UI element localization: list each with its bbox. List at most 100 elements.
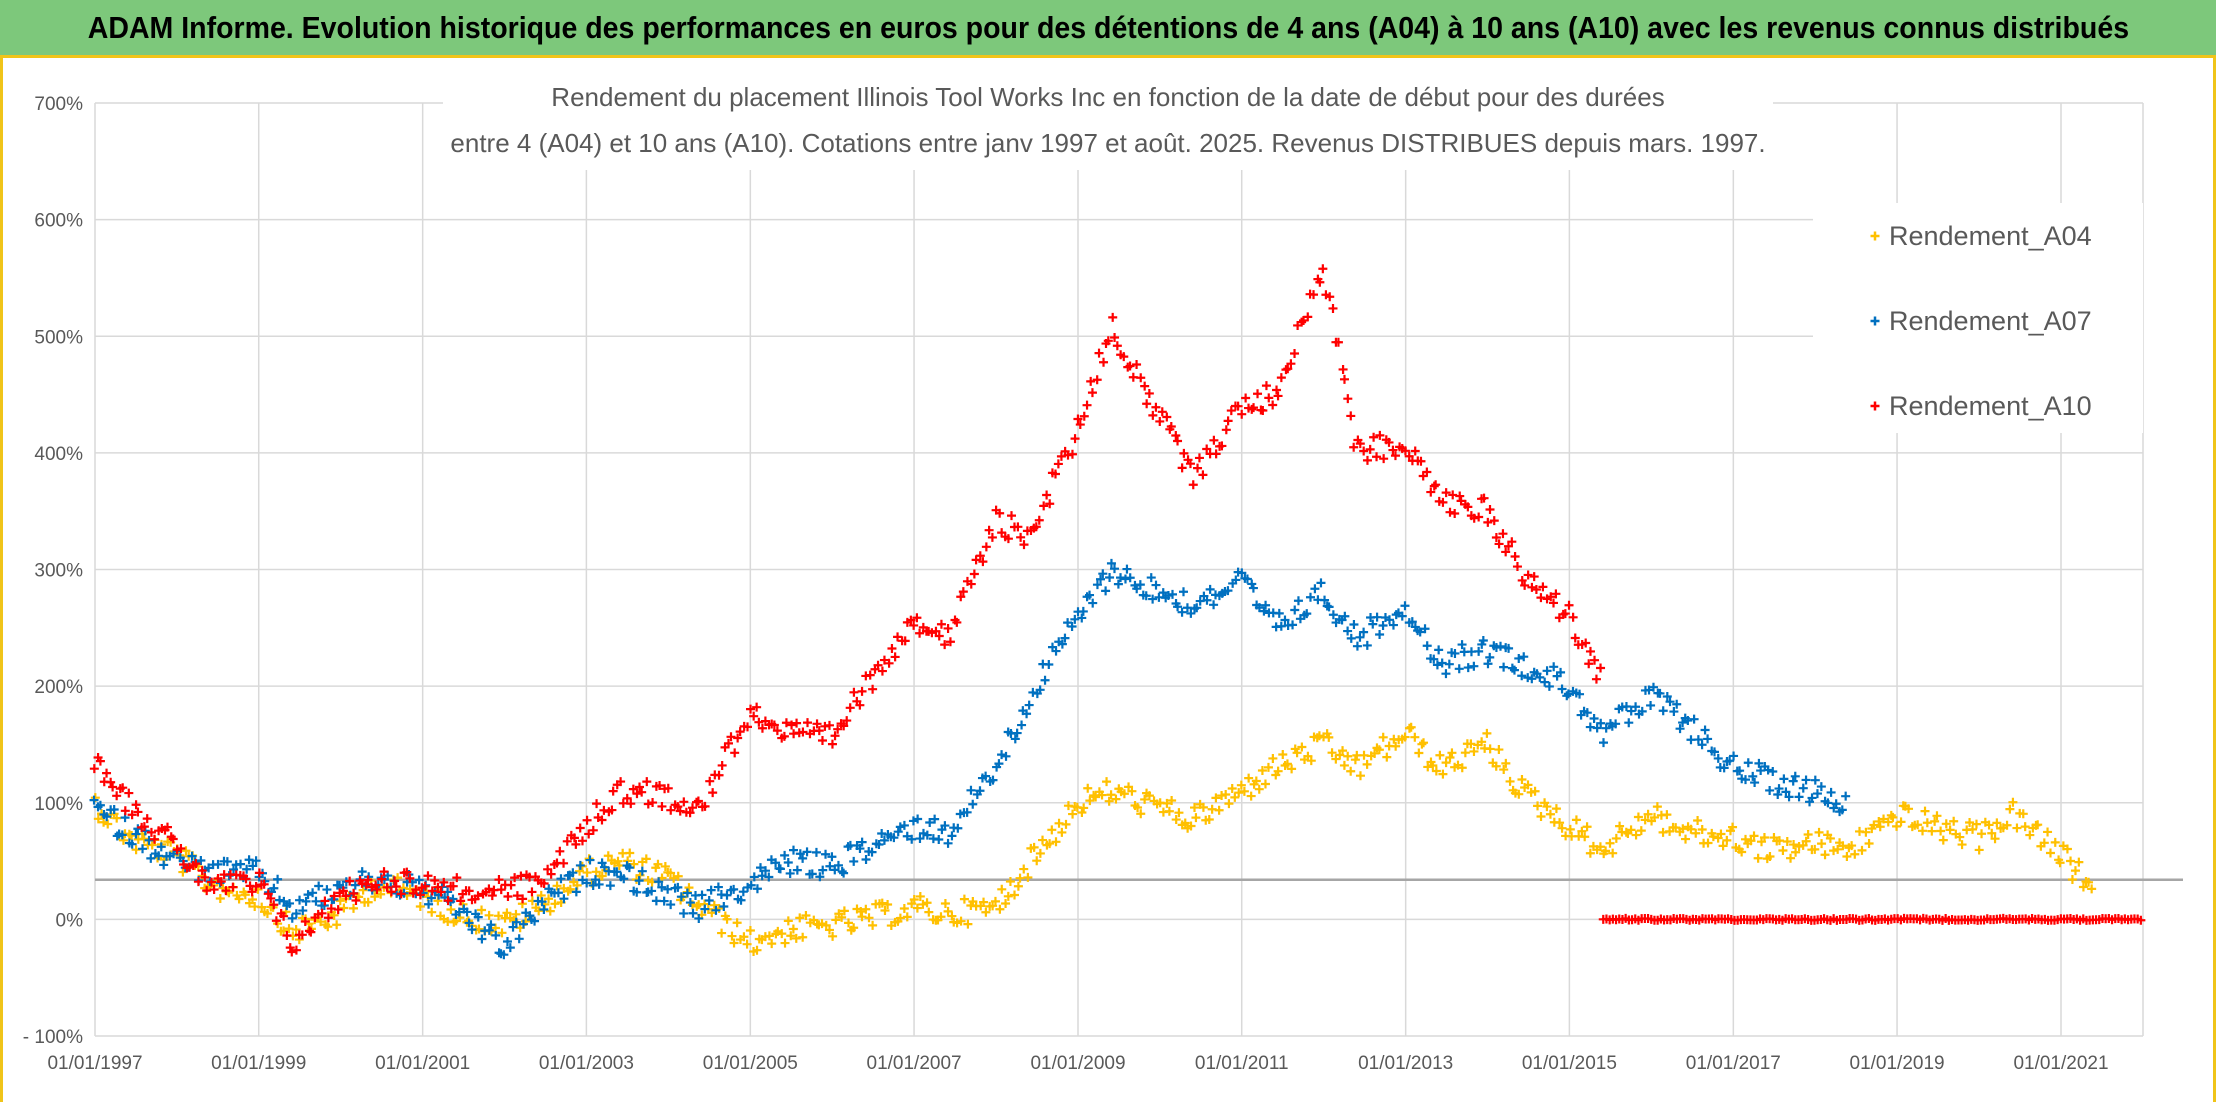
data-point xyxy=(1079,411,1089,421)
data-point xyxy=(788,924,798,934)
data-point xyxy=(694,913,704,923)
data-point xyxy=(1211,449,1221,459)
data-point xyxy=(1450,648,1460,658)
data-point xyxy=(1538,582,1548,592)
data-point xyxy=(1545,809,1555,819)
data-point xyxy=(887,643,897,653)
data-point xyxy=(1568,612,1578,622)
data-point xyxy=(496,885,506,895)
data-point xyxy=(1355,632,1365,642)
data-point xyxy=(1407,617,1417,627)
data-point xyxy=(386,887,396,897)
data-point xyxy=(131,800,141,810)
data-point xyxy=(1328,610,1338,620)
data-point xyxy=(1148,410,1158,420)
data-point xyxy=(786,931,796,941)
data-point xyxy=(821,920,831,930)
data-point xyxy=(1557,823,1567,833)
data-point xyxy=(781,718,791,728)
data-point xyxy=(1092,375,1102,385)
data-point xyxy=(1575,689,1585,699)
header-bar: ADAM Informe. Evolution historique des p… xyxy=(0,0,2216,58)
data-point xyxy=(287,913,297,923)
data-point xyxy=(1423,762,1433,772)
data-point xyxy=(127,839,137,849)
data-point xyxy=(1478,636,1488,646)
data-point xyxy=(1703,734,1713,744)
data-point xyxy=(588,825,598,835)
data-point xyxy=(1542,666,1552,676)
data-point xyxy=(1498,529,1508,539)
data-point xyxy=(1857,845,1867,855)
data-point xyxy=(981,771,991,781)
data-point xyxy=(1447,748,1457,758)
data-point xyxy=(1239,786,1249,796)
data-point xyxy=(1445,753,1455,763)
data-point xyxy=(931,626,941,636)
data-point xyxy=(893,827,903,837)
data-point xyxy=(298,906,308,916)
data-point xyxy=(234,894,244,904)
data-point xyxy=(1517,671,1527,681)
data-point xyxy=(176,843,186,853)
data-point xyxy=(1778,846,1788,856)
data-point xyxy=(812,719,822,729)
data-point xyxy=(1164,806,1174,816)
data-point xyxy=(1320,595,1330,605)
data-point xyxy=(1596,718,1606,728)
data-point xyxy=(291,909,301,919)
data-point xyxy=(837,866,847,876)
data-point xyxy=(930,814,940,824)
data-point xyxy=(1003,534,1013,544)
data-point xyxy=(1167,796,1177,806)
data-point xyxy=(1565,824,1575,834)
data-point xyxy=(1416,456,1426,466)
data-point xyxy=(1318,264,1328,274)
data-point xyxy=(968,897,978,907)
data-point xyxy=(1483,517,1493,527)
y-tick-label: 700% xyxy=(34,94,83,115)
data-point xyxy=(1148,594,1158,604)
data-point xyxy=(899,903,909,913)
data-point xyxy=(156,842,166,852)
data-point xyxy=(527,887,537,897)
data-point xyxy=(338,886,348,896)
legend: Rendement_A04 Rendement_A07 Rendement_A10 xyxy=(1813,203,2143,433)
data-point xyxy=(1746,836,1756,846)
data-point xyxy=(1535,672,1545,682)
data-point xyxy=(221,886,231,896)
data-point xyxy=(1094,348,1104,358)
data-point xyxy=(924,907,934,917)
x-tick-label: 01/01/2009 xyxy=(1030,1053,1125,1074)
data-point xyxy=(1035,848,1045,858)
data-point xyxy=(1382,752,1392,762)
data-point xyxy=(752,945,762,955)
data-point xyxy=(361,879,371,889)
data-point xyxy=(1042,490,1052,500)
data-point xyxy=(817,735,827,745)
data-point xyxy=(1716,829,1726,839)
data-point xyxy=(818,865,828,875)
data-point xyxy=(1485,504,1495,514)
data-point xyxy=(1786,853,1796,863)
data-point xyxy=(1057,639,1067,649)
data-point xyxy=(1045,499,1055,509)
data-point xyxy=(828,931,838,941)
data-point xyxy=(1678,824,1688,834)
data-point xyxy=(282,930,292,940)
data-point xyxy=(1428,760,1438,770)
data-point xyxy=(1514,789,1524,799)
data-point xyxy=(839,721,849,731)
data-point xyxy=(1829,846,1839,856)
data-point xyxy=(1457,763,1467,773)
data-point xyxy=(1350,755,1360,765)
data-point xyxy=(2066,856,2076,866)
data-point xyxy=(1582,822,1592,832)
data-point xyxy=(1422,641,1432,651)
data-point xyxy=(1316,578,1326,588)
data-point xyxy=(722,914,732,924)
data-point xyxy=(1103,336,1113,346)
data-point xyxy=(247,887,257,897)
data-point xyxy=(1082,400,1092,410)
data-point xyxy=(909,620,919,630)
